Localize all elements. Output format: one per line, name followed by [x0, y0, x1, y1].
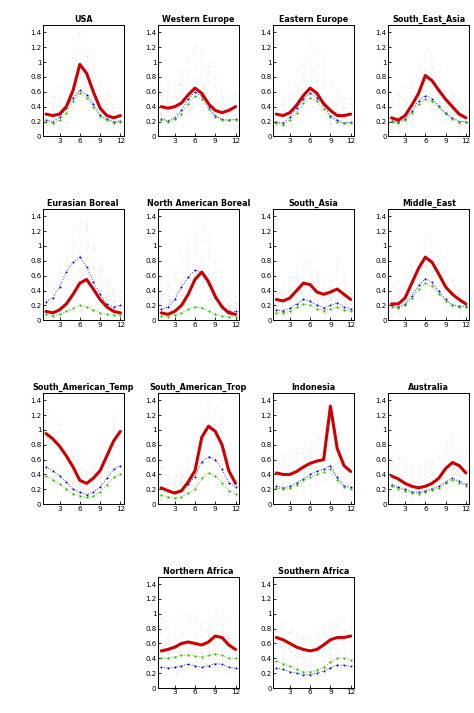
Title: Eurasian Boreal: Eurasian Boreal: [47, 199, 119, 208]
Title: Western Europe: Western Europe: [162, 15, 235, 24]
Title: South_American_Trop: South_American_Trop: [150, 383, 247, 392]
Title: South_Asia: South_Asia: [289, 199, 338, 208]
Title: Middle_East: Middle_East: [402, 199, 456, 208]
Title: USA: USA: [74, 15, 92, 24]
Title: Northern Africa: Northern Africa: [163, 567, 234, 576]
Title: South_East_Asia: South_East_Asia: [392, 15, 465, 24]
Title: Eastern Europe: Eastern Europe: [279, 15, 348, 24]
Title: South_American_Temp: South_American_Temp: [32, 383, 134, 392]
Title: Australia: Australia: [408, 383, 449, 392]
Title: Southern Africa: Southern Africa: [278, 567, 349, 576]
Title: North American Boreal: North American Boreal: [146, 199, 250, 208]
Title: Indonesia: Indonesia: [292, 383, 336, 392]
